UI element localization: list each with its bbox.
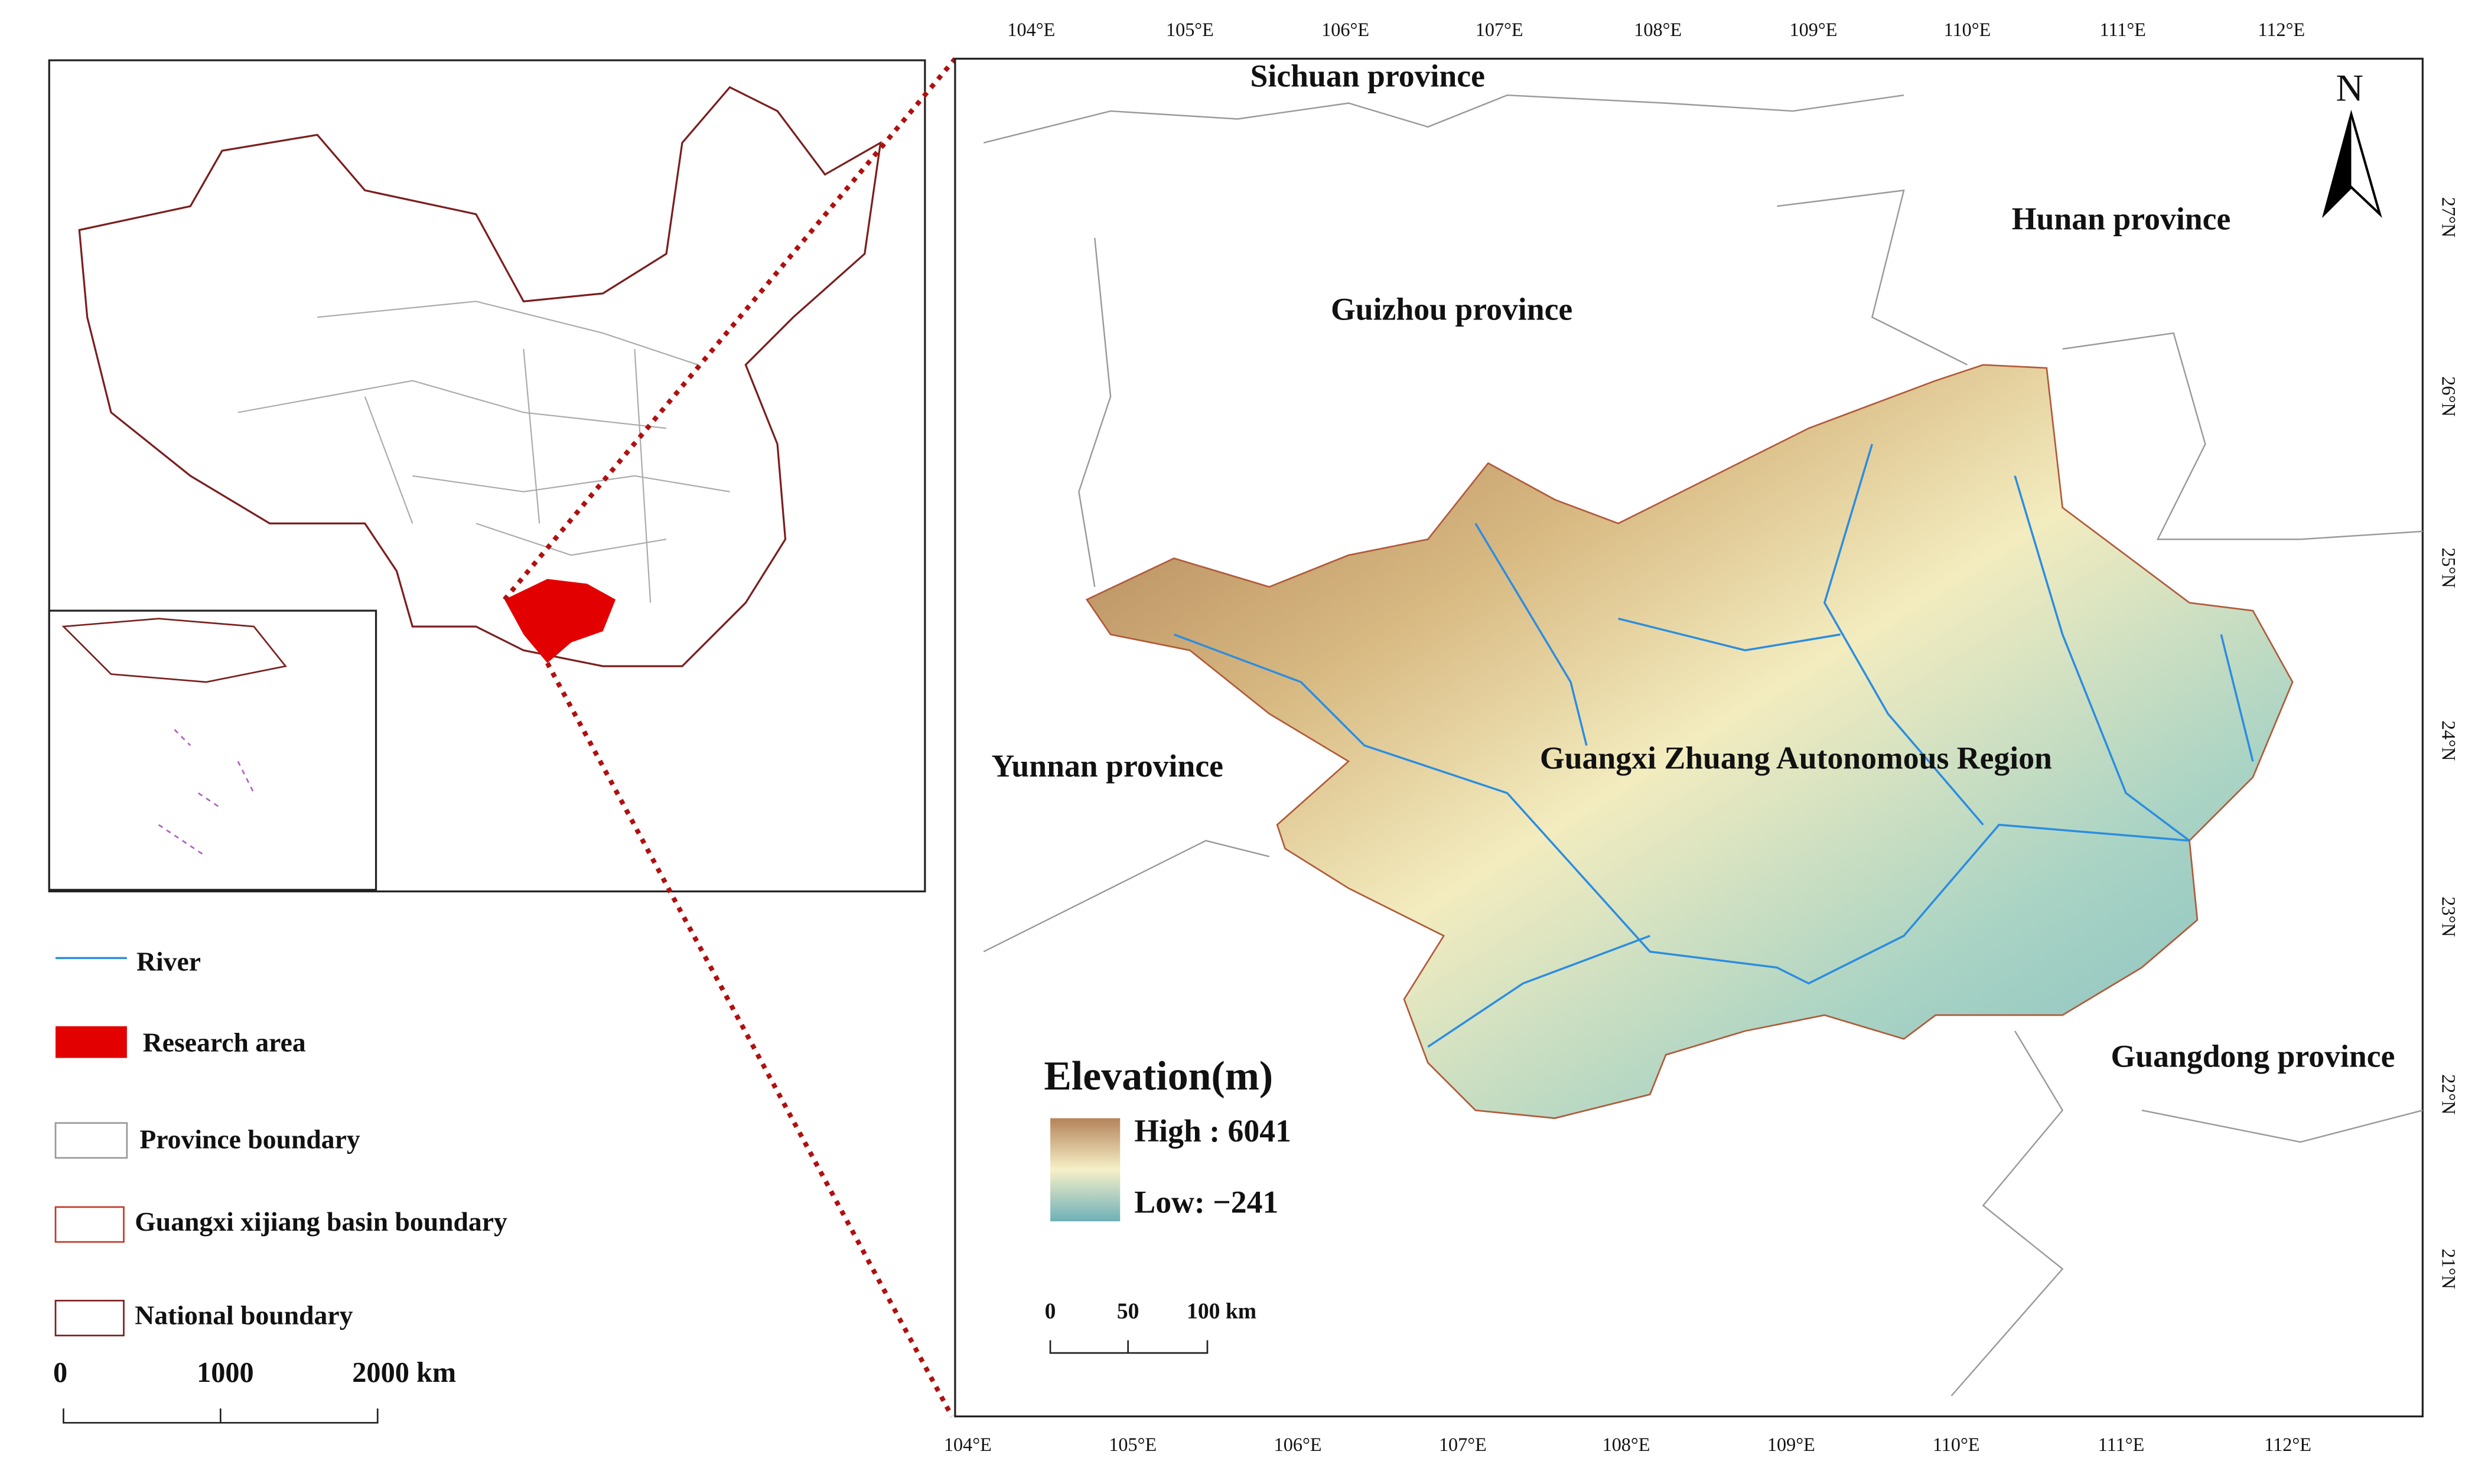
elevation-low: Low: −241 [1134, 1185, 1278, 1220]
legend-label: Province boundary [139, 1124, 360, 1154]
inset-scale-bar [63, 1408, 379, 1424]
inset-scale-label: 1000 [197, 1357, 254, 1388]
bottom-axis-label: 109°E [1767, 1434, 1815, 1455]
province-label: Guizhou province [1331, 291, 1572, 327]
inset-scale-label: 0 [53, 1357, 67, 1388]
province-lines [237, 301, 730, 603]
bottom-axis-label: 111°E [2098, 1434, 2145, 1455]
elevation-high: High : 6041 [1134, 1113, 1291, 1149]
inset-scale-label: 2000 km [352, 1357, 456, 1388]
legend-label: Guangxi xijiang basin boundary [135, 1206, 507, 1237]
top-axis-label: 111°E [2099, 19, 2146, 40]
top-axis-label: 109°E [1790, 19, 1838, 40]
river [1173, 443, 2254, 1048]
inset-frame [48, 609, 377, 891]
right-axis-label: 23°N [2438, 896, 2459, 937]
china-outline [78, 86, 882, 667]
right-axis-label: 26°N [2438, 376, 2459, 416]
top-axis-label: 110°E [1944, 19, 1991, 40]
elevation-title: Elevation(m) [1044, 1054, 1273, 1099]
bottom-axis-label: 107°E [1439, 1434, 1487, 1455]
province-label: Sichuan province [1250, 58, 1485, 94]
scale-label: 100 km [1187, 1299, 1256, 1324]
scale-bar [1049, 1340, 1209, 1354]
bottom-axis-label: 105°E [1109, 1434, 1157, 1455]
top-axis-label: 112°E [2258, 19, 2305, 40]
legend-province [54, 1122, 128, 1159]
right-axis-label: 25°N [2438, 547, 2459, 588]
legend-research [56, 1026, 127, 1058]
bottom-axis-label: 112°E [2264, 1434, 2311, 1455]
province-boundary [983, 94, 2423, 1397]
legend-national [54, 1300, 125, 1336]
province-label: Guangdong province [2111, 1039, 2395, 1074]
top-axis-label: 105°E [1166, 19, 1214, 40]
top-axis-label: 108°E [1634, 19, 1682, 40]
guangxi-elevation [1085, 364, 2294, 1119]
north-arrow-fill [2324, 114, 2352, 214]
north-label: N [2336, 67, 2364, 109]
right-axis-label: 22°N [2438, 1074, 2459, 1114]
scale-label: 0 [1045, 1299, 1056, 1324]
legend-label: National boundary [135, 1300, 353, 1330]
scale-label: 50 [1117, 1299, 1139, 1324]
bottom-axis-label: 106°E [1274, 1434, 1322, 1455]
connector [503, 57, 958, 1418]
province-label: Yunnan province [992, 748, 1224, 784]
top-axis-label: 107°E [1476, 19, 1523, 40]
right-axis-label: 24°N [2438, 720, 2459, 761]
right-axis-label: 21°N [2438, 1249, 2459, 1289]
research-area [504, 579, 616, 663]
top-axis-label: 106°E [1321, 19, 1369, 40]
province-label: Hunan province [2012, 201, 2231, 236]
bottom-axis-label: 108°E [1603, 1434, 1650, 1455]
legend-basin [54, 1206, 125, 1243]
bottom-axis-label: 110°E [1933, 1434, 1980, 1455]
bottom-axis-label: 104°E [944, 1434, 992, 1455]
region-label: Guangxi Zhuang Autonomous Region [1540, 741, 2052, 776]
inset-outline [61, 618, 287, 683]
legend-label: Research area [143, 1028, 306, 1058]
elevation-ramp [1050, 1118, 1121, 1222]
right-axis-label: 27°N [2438, 197, 2459, 237]
top-axis-label: 104°E [1007, 19, 1055, 40]
legend-label: River [136, 947, 201, 977]
inset-line [158, 729, 255, 857]
